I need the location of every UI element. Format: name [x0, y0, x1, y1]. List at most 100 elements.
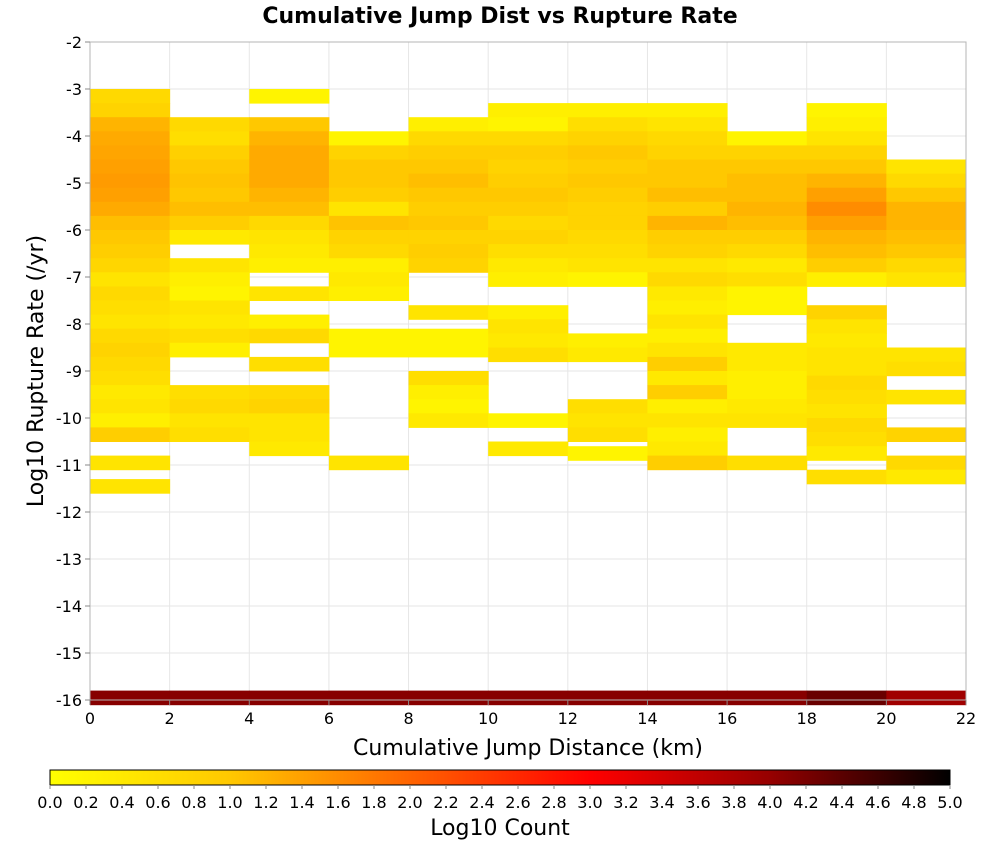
heatmap-cell: [647, 690, 728, 706]
heatmap-cell: [90, 328, 171, 344]
heatmap-cell: [169, 159, 250, 175]
heatmap-cell: [886, 272, 967, 287]
heatmap-cell: [727, 215, 808, 231]
heatmap-cell: [806, 389, 887, 405]
heatmap-cell: [408, 173, 489, 189]
heatmap-cell: [567, 187, 648, 203]
heatmap-cell: [249, 314, 330, 330]
heatmap-cell: [567, 690, 648, 706]
heatmap-cell: [328, 131, 410, 146]
x-tick-label: 2: [165, 709, 175, 728]
x-tick-label: 14: [637, 709, 657, 728]
y-tick-label: -7: [66, 268, 82, 287]
heatmap-cell: [249, 187, 330, 203]
heatmap-cell: [408, 131, 489, 146]
heatmap-cell: [886, 173, 967, 189]
heatmap-cell: [408, 244, 489, 259]
heatmap-cell: [647, 314, 728, 330]
x-tick-label: 0: [85, 709, 95, 728]
heatmap-cell: [647, 385, 728, 400]
x-tick-label: 22: [956, 709, 976, 728]
heatmap-cell: [806, 333, 887, 348]
heatmap-cell: [647, 230, 728, 245]
y-tick-label: -3: [66, 80, 82, 99]
heatmap-cell: [727, 286, 808, 301]
heatmap-cell: [249, 427, 330, 442]
heatmap-cell: [488, 305, 569, 320]
chart-title: Cumulative Jump Dist vs Rupture Rate: [262, 4, 737, 29]
x-tick-label: 8: [403, 709, 413, 728]
heatmap-cell: [488, 347, 569, 363]
heatmap-cell: [806, 272, 887, 287]
y-tick-label: -9: [66, 362, 82, 381]
heatmap-cell: [647, 371, 728, 386]
heatmap-cell: [408, 258, 489, 273]
heatmap-cell: [90, 145, 171, 160]
heatmap-cell: [328, 690, 410, 706]
heatmap-cell: [249, 89, 330, 104]
heatmap-cell: [90, 342, 171, 358]
heatmap-cell: [328, 159, 410, 175]
heatmap-cell: [647, 173, 728, 189]
heatmap-cell: [488, 258, 569, 273]
x-tick-label: 18: [797, 709, 817, 728]
heatmap-cell: [90, 455, 171, 471]
y-tick-label: -6: [66, 221, 82, 240]
heatmap-cell: [328, 258, 410, 273]
heatmap-cell: [727, 159, 808, 175]
heatmap-cell: [886, 187, 967, 203]
heatmap-cell: [567, 244, 648, 259]
heatmap-cell: [806, 418, 887, 433]
heatmap-cell: [727, 201, 808, 217]
heatmap-cell: [488, 319, 569, 334]
heatmap-cell: [806, 347, 887, 363]
heatmap-cell: [567, 272, 648, 287]
heatmap-cell: [647, 399, 728, 414]
heatmap-cell: [90, 314, 171, 330]
heatmap-cell: [169, 117, 250, 132]
heatmap-cell: [169, 399, 250, 414]
heatmap-cell: [169, 286, 250, 301]
heatmap-cell: [328, 272, 410, 287]
heatmap-cell: [488, 441, 569, 457]
y-axis-ticks: -2 -3 -4 -5 -6 -7 -8 -9 -10 -11 -12 -13 -14 -15 -16: [56, 33, 90, 710]
heatmap-cell: [567, 215, 648, 231]
heatmap-cell: [328, 244, 410, 259]
heatmap-cell: [806, 173, 887, 189]
colorbar-tick-label: 2.2: [433, 793, 458, 812]
heatmap-cell: [90, 690, 171, 706]
heatmap-cell: [408, 117, 489, 132]
colorbar-tick-label: 3.0: [577, 793, 602, 812]
colorbar-tick-label: 4.8: [901, 793, 926, 812]
colorbar-tick-label: 0.6: [145, 793, 170, 812]
heatmap-cell: [806, 432, 887, 447]
heatmap-cell: [886, 469, 967, 485]
heatmap-cell: [90, 286, 171, 301]
heatmap-cell: [249, 201, 330, 217]
heatmap-cell: [90, 479, 171, 494]
heatmap-cell: [567, 117, 648, 132]
heatmap-cell: [647, 201, 728, 217]
heatmap-cell: [647, 427, 728, 442]
heatmap-cell: [169, 413, 250, 428]
heatmap-cell: [328, 187, 410, 203]
heatmap-cell: [408, 328, 489, 344]
heatmap-cell: [647, 455, 728, 471]
heatmap-cell: [567, 201, 648, 217]
heatmap-cell: [90, 413, 171, 428]
heatmap-cell: [567, 413, 648, 428]
heatmap-cell: [886, 690, 967, 706]
heatmap-cell: [90, 215, 171, 231]
heatmap-cell: [90, 258, 171, 273]
heatmap-cell: [408, 187, 489, 203]
heatmap-cell: [90, 272, 171, 287]
heatmap-cell: [727, 342, 808, 358]
heatmap-cell: [328, 201, 410, 217]
heatmap-cell: [408, 690, 489, 706]
heatmap-cell: [488, 187, 569, 203]
heatmap-cell: [169, 258, 250, 273]
heatmap-cell: [886, 455, 967, 471]
heatmap-cell: [488, 215, 569, 231]
heatmap-cell: [886, 230, 967, 245]
heatmap-cell: [90, 230, 171, 245]
